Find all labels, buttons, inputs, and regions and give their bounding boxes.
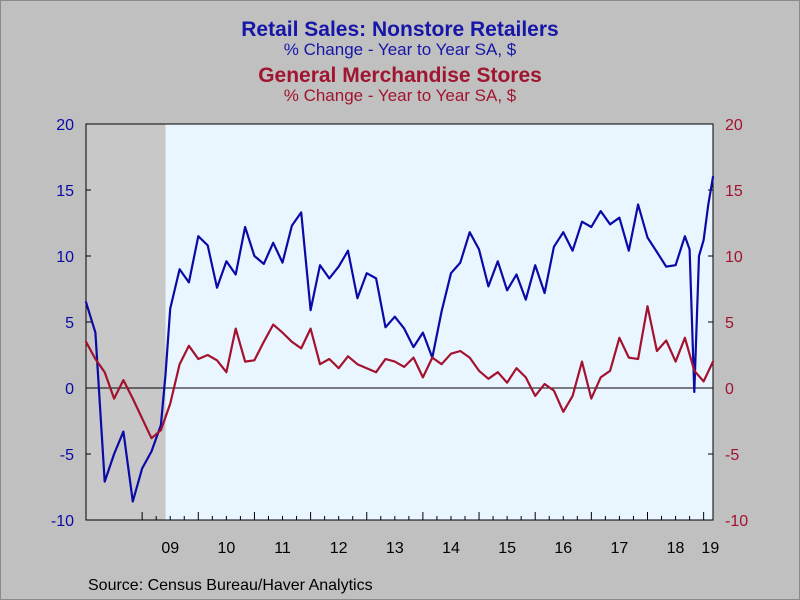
chart-subtitle-series1: % Change - Year to Year SA, $ [283, 40, 517, 59]
x-tick-label: 14 [442, 540, 460, 557]
x-tick-label: 13 [386, 540, 404, 557]
x-tick-label: 19 [701, 540, 719, 557]
left-y-tick-label: 15 [56, 183, 74, 200]
right-y-tick-label: 0 [725, 381, 734, 398]
right-y-tick-label: 10 [725, 249, 743, 266]
x-tick-label: 10 [217, 540, 235, 557]
x-tick-label: 18 [667, 540, 685, 557]
x-tick-label: 11 [274, 540, 291, 557]
series-line-general-merchandise [84, 305, 715, 440]
right-y-tick-label: 5 [725, 315, 734, 332]
x-tick-label: 09 [161, 540, 179, 557]
chart-subtitle-series2: % Change - Year to Year SA, $ [283, 86, 517, 105]
left-y-tick-label: 5 [65, 315, 74, 332]
right-y-tick-label: -5 [725, 447, 739, 464]
left-y-tick-label: 0 [65, 381, 74, 398]
right-y-tick-label: -10 [725, 513, 748, 530]
series-line-nonstore-retailers [84, 175, 715, 503]
x-tick-label: 12 [330, 540, 348, 557]
x-tick-label: 17 [611, 540, 629, 557]
x-tick-label: 16 [554, 540, 572, 557]
chart-title-series2: General Merchandise Stores [258, 64, 542, 87]
x-tick-label: 15 [498, 540, 516, 557]
left-y-tick-label: 20 [56, 117, 74, 134]
right-y-tick-label: 15 [725, 183, 743, 200]
right-y-tick-label: 20 [725, 117, 743, 134]
left-y-tick-label: -5 [60, 447, 74, 464]
left-y-tick-label: -10 [51, 513, 74, 530]
recession-shade [86, 124, 166, 520]
source-note: Source: Census Bureau/Haver Analytics [88, 577, 373, 594]
chart-title-series1: Retail Sales: Nonstore Retailers [241, 18, 559, 41]
left-y-tick-label: 10 [56, 249, 74, 266]
